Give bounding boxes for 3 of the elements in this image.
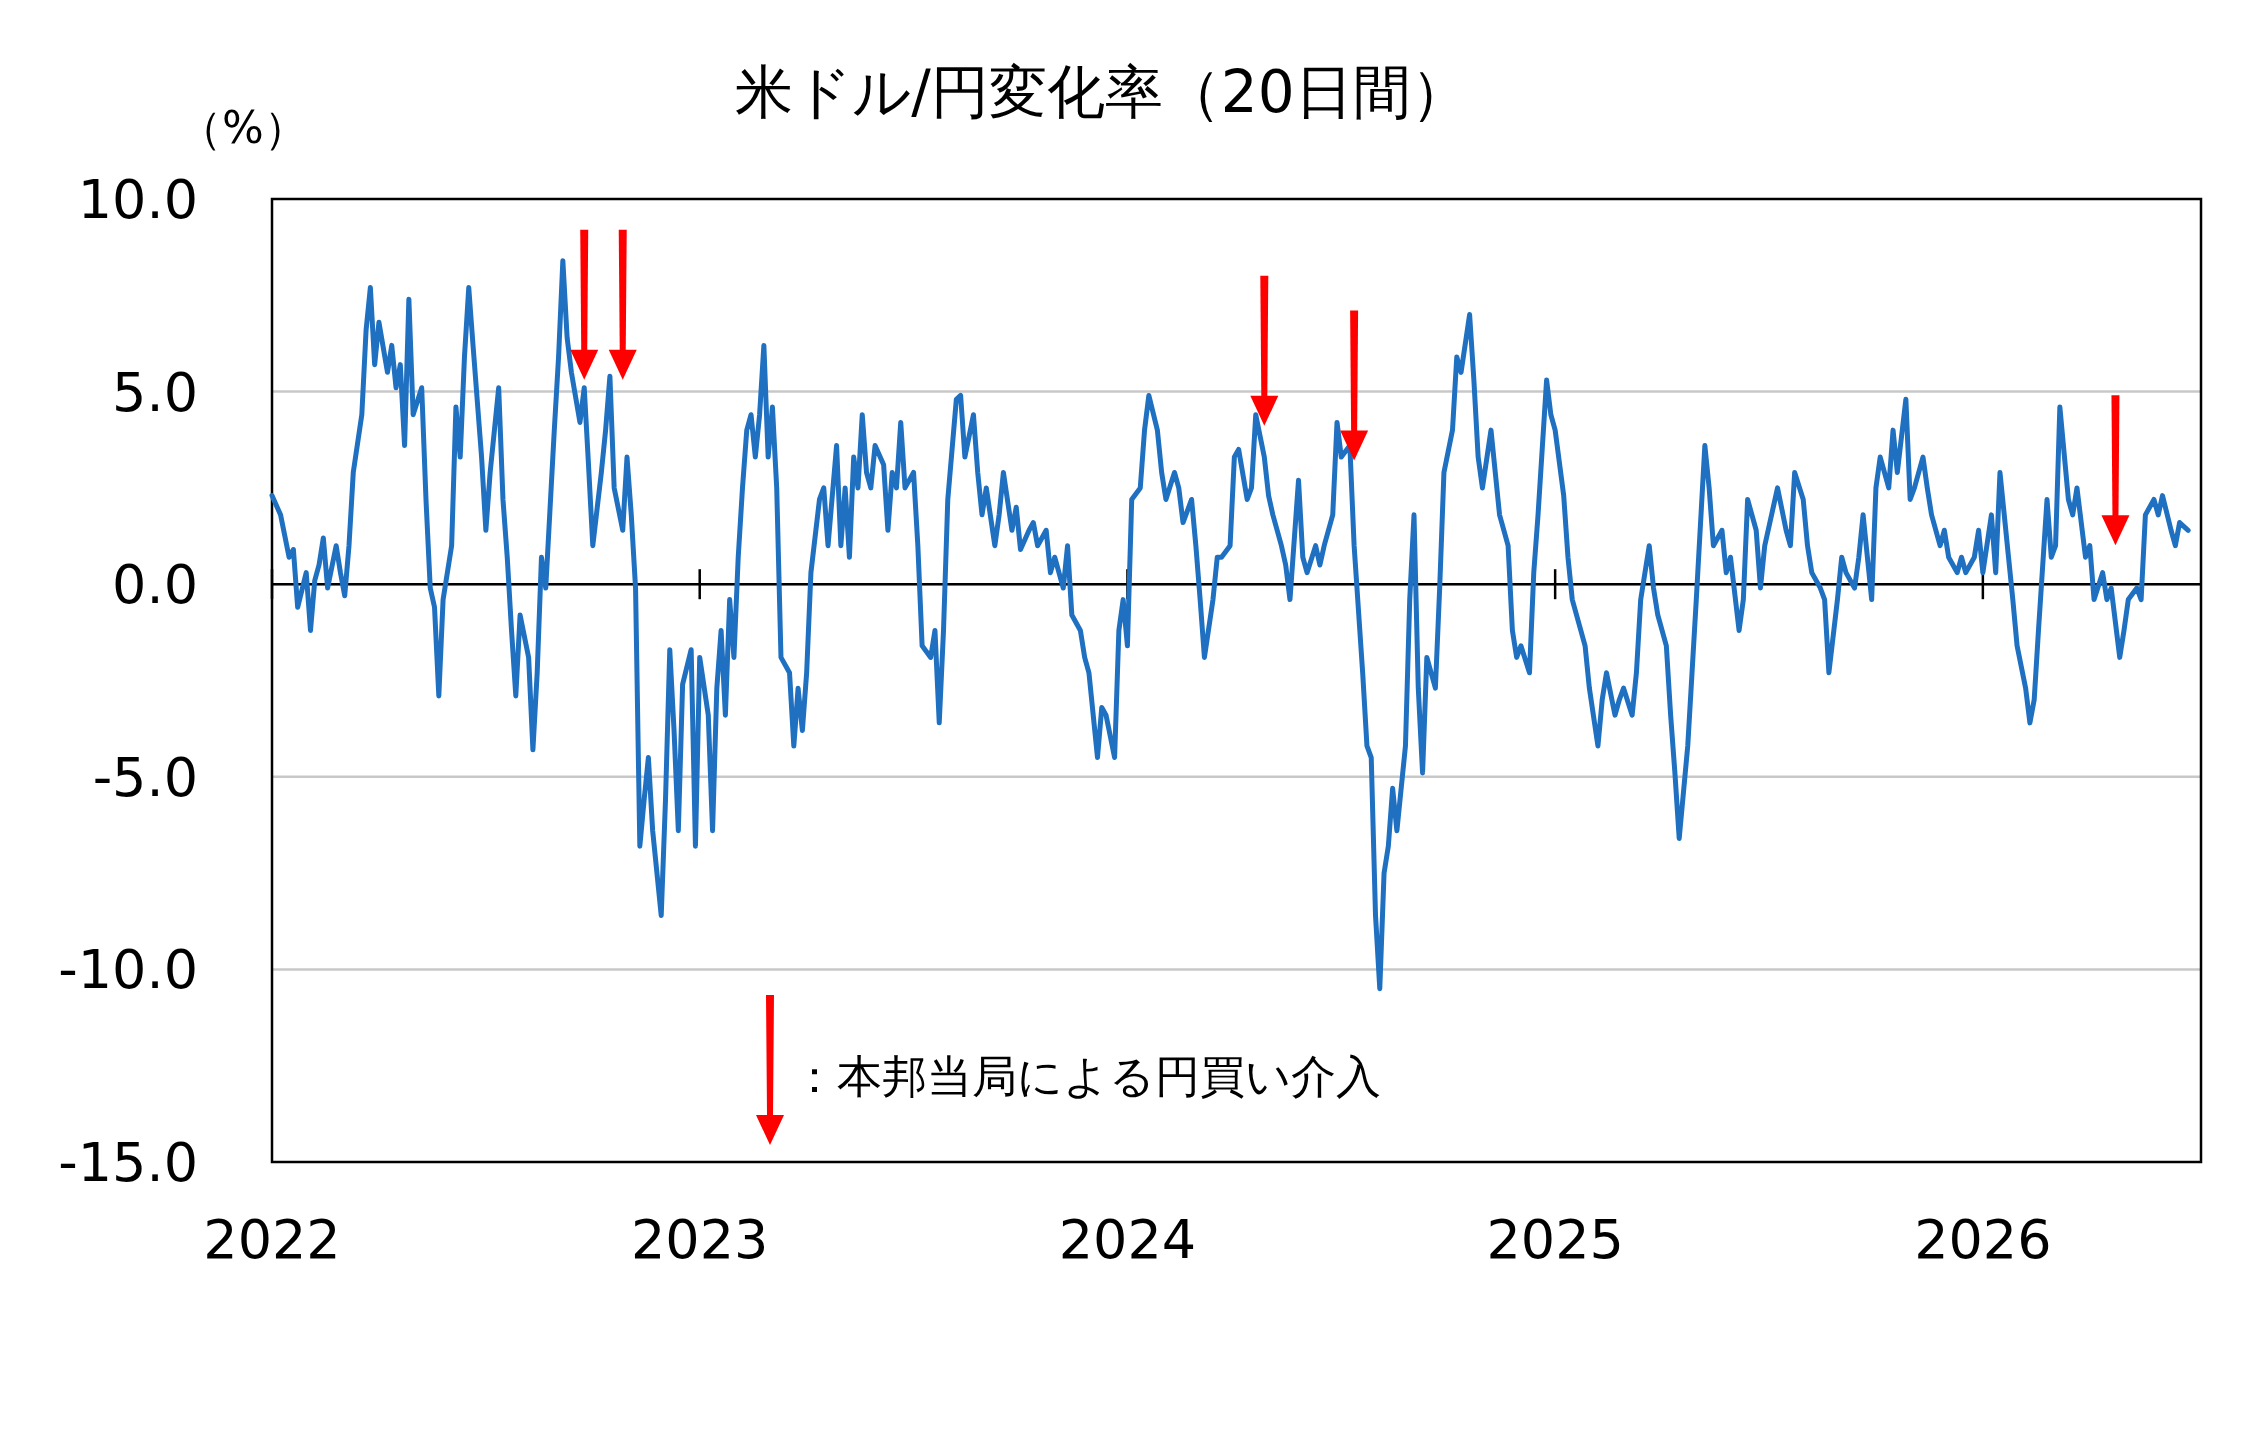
- legend: ：本邦当局による円買い介入: [756, 995, 1381, 1145]
- title: 米ドル/円変化率（20日間）: [735, 58, 1469, 126]
- ylabel: （%）: [178, 102, 308, 153]
